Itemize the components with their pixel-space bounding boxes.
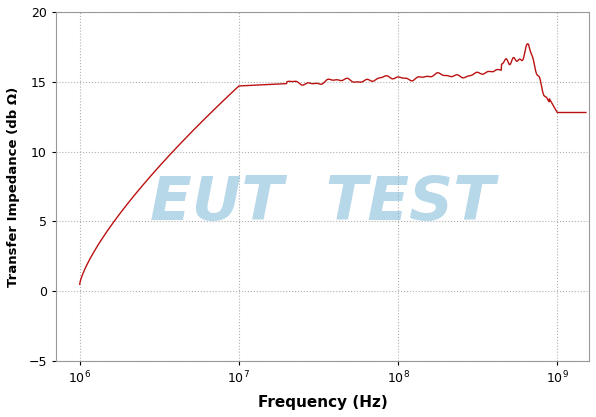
X-axis label: Frequency (Hz): Frequency (Hz) <box>257 395 387 410</box>
Text: EUT  TEST: EUT TEST <box>150 174 495 234</box>
Y-axis label: Transfer Impedance (db Ω): Transfer Impedance (db Ω) <box>7 86 20 286</box>
